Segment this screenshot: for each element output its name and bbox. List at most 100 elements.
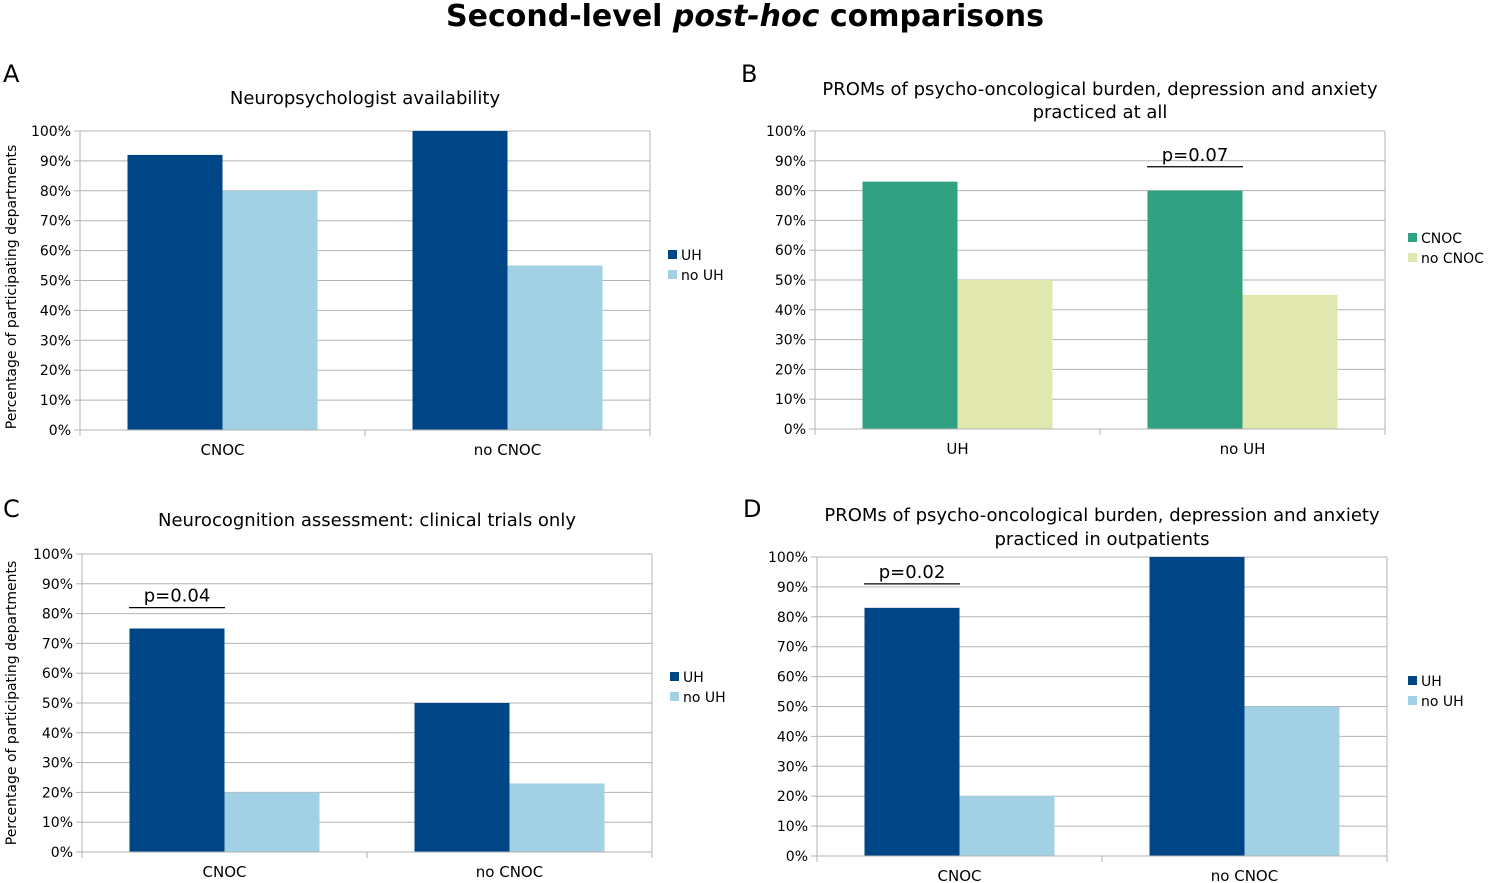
figure-title-part-3: comparisons [819,0,1044,34]
x-tick-label: no CNOC [1211,867,1278,883]
y-tick-label: 0% [786,849,808,865]
x-tick-label: UH [946,440,968,458]
chart-panel-b: B PROMs of psycho-oncological burden, dep… [741,60,1484,458]
y-tick-label: 20% [775,362,806,378]
panel-letter: B [741,60,757,88]
bar-uh-cnoc [127,154,223,431]
y-tick-label: 40% [777,729,808,745]
y-axis-label: Percentage of participating departments [4,561,20,846]
y-tick-label: 0% [784,422,806,438]
legend-label: UH [681,248,702,264]
y-tick-label: 40% [40,303,71,319]
y-tick-label: 10% [775,392,806,408]
x-tick-label: no CNOC [476,863,543,881]
y-tick-label: 20% [40,363,71,379]
legend-swatch [668,270,677,279]
y-tick-label: 50% [775,273,806,289]
chart-title-line: PROMs of psycho-oncological burden, depr… [822,79,1378,100]
x-tick-label: CNOC [203,863,247,881]
bar-no-uh-cnoc [959,796,1055,856]
x-tick-label: CNOC [201,441,245,459]
chart-title-line: Neuropsychologist availability [230,88,501,109]
chart-panel-d: D PROMs of psycho-oncological burden, dep… [743,495,1464,883]
legend-swatch [1408,676,1417,685]
y-tick-label: 70% [775,213,806,229]
y-tick-label: 80% [40,184,71,200]
bar-cnoc-no-uh [1147,190,1243,429]
legend-label: no UH [683,690,726,706]
y-tick-label: 80% [777,610,808,626]
chart-panel-a: A Neuropsychologist availability 0% 10% 20% 3… [3,60,724,459]
y-tick-label: 30% [42,756,73,772]
panel-letter: C [3,495,20,523]
x-tick-label: no UH [1220,440,1266,458]
y-tick-label: 10% [40,393,71,409]
y-tick-label: 60% [775,243,806,259]
y-tick-label: 30% [40,333,71,349]
y-tick-label: 50% [40,274,71,290]
figure-title-part-2: post-hoc [672,0,820,34]
chart-panel-c: C Neurocognition assessment: clinical tri… [3,495,726,881]
y-tick-label: 90% [777,580,808,596]
y-tick-label: 50% [777,700,808,716]
y-tick-label: 100% [768,550,808,566]
y-tick-label: 50% [42,696,73,712]
bar-no-uh-no-cnoc [1244,706,1340,856]
y-axis-label: Percentage of participating departments [4,145,20,430]
bar-no-uh-no-cnoc [507,265,603,430]
bar-no-uh-cnoc [222,190,318,430]
x-tick-label: CNOC [938,867,982,883]
chart-title-line: practiced at all [1033,102,1168,123]
bar-uh-cnoc [129,628,225,852]
legend-label: no UH [1421,694,1464,710]
legend-swatch [1408,696,1417,705]
legend-swatch [668,250,677,259]
legend-swatch [670,692,679,701]
y-tick-label: 20% [777,789,808,805]
panel-letter: D [743,495,761,523]
y-tick-label: 100% [31,124,71,140]
figure-title: Second-level post-hoc comparisons [0,0,1490,34]
legend-swatch [670,672,679,681]
y-tick-label: 30% [777,759,808,775]
p-value-label: p=0.02 [879,562,946,583]
x-tick-label: no CNOC [474,441,541,459]
legend-swatch [1408,233,1417,242]
p-value-label: p=0.04 [144,586,211,607]
bar-no-cnoc-no-uh [1242,294,1338,429]
y-tick-label: 60% [42,666,73,682]
p-value-label: p=0.07 [1162,145,1229,166]
legend-label: UH [1421,674,1442,690]
bar-uh-no-cnoc [412,131,508,430]
y-tick-label: 90% [40,154,71,170]
legend-label: no CNOC [1421,251,1484,267]
y-tick-label: 100% [33,547,73,563]
legend-label: CNOC [1421,231,1462,247]
y-tick-label: 60% [777,670,808,686]
y-tick-label: 10% [42,815,73,831]
y-tick-label: 0% [51,845,73,861]
bar-uh-no-cnoc [414,703,510,852]
y-tick-label: 0% [49,423,71,439]
bar-no-uh-cnoc [224,792,320,852]
chart-title-line: practiced in outpatients [995,529,1210,550]
panel-letter: A [3,60,20,88]
bar-no-cnoc-uh [957,280,1053,429]
y-tick-label: 90% [42,577,73,593]
y-tick-label: 40% [42,726,73,742]
y-tick-label: 40% [775,303,806,319]
chart-title-line: Neurocognition assessment: clinical tria… [158,510,576,531]
legend-label: no UH [681,268,724,284]
y-tick-label: 100% [766,124,806,140]
bar-no-uh-no-cnoc [509,783,605,852]
chart-title-line: PROMs of psycho-oncological burden, depr… [824,505,1380,526]
legend-swatch [1408,253,1417,262]
y-tick-label: 20% [42,785,73,801]
legend-label: UH [683,670,704,686]
y-tick-label: 70% [40,214,71,230]
y-tick-label: 80% [42,607,73,623]
y-tick-label: 70% [42,636,73,652]
y-tick-label: 70% [777,640,808,656]
y-tick-label: 90% [775,154,806,170]
